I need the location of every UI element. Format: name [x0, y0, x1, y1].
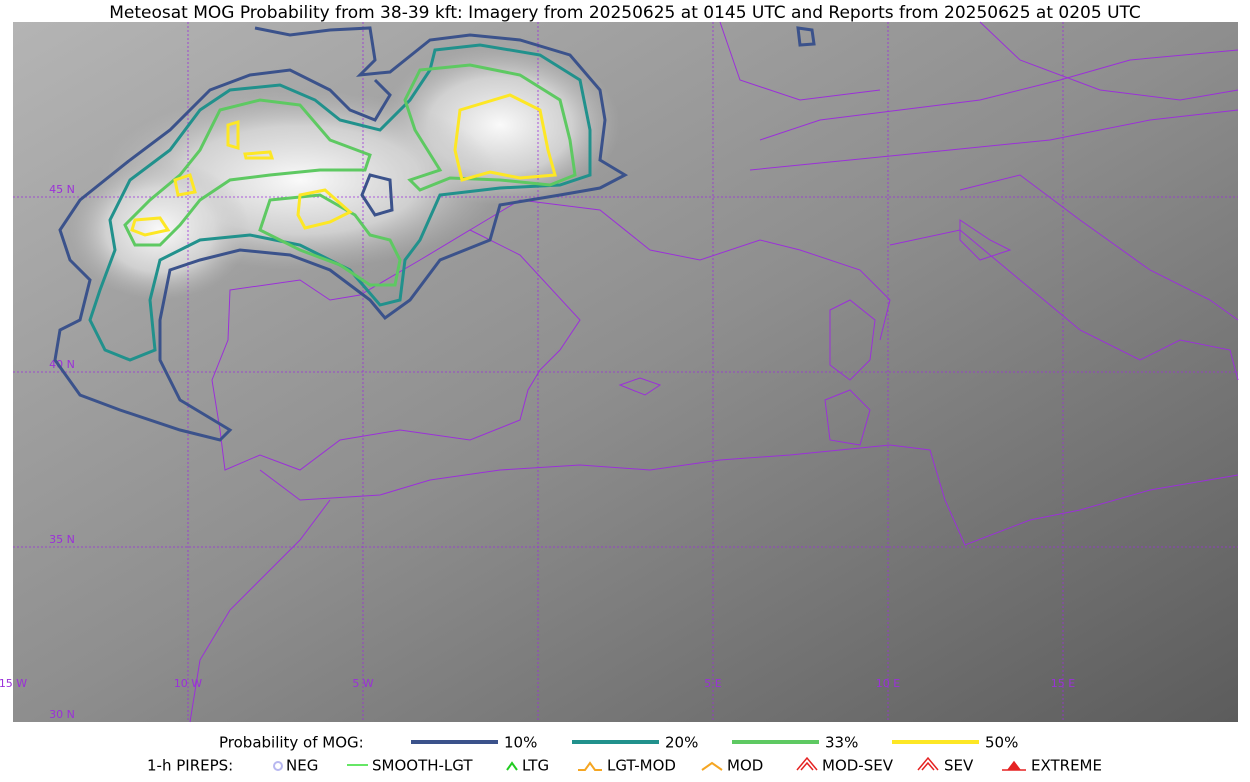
- legend-label: SMOOTH-LGT: [372, 757, 473, 775]
- pirep-symbol: [1002, 760, 1026, 771]
- legend-title: Probability of MOG:: [219, 734, 364, 752]
- legend-label: EXTREME: [1031, 757, 1102, 775]
- pirep-symbol: [917, 756, 939, 771]
- lat-label: 45 N: [49, 183, 75, 196]
- pirep-symbol: [701, 761, 723, 771]
- lon-label: 5 W: [352, 677, 373, 690]
- legend-label: MOD-SEV: [822, 757, 894, 775]
- lon-label: 10 E: [876, 677, 900, 690]
- lon-label: 15 W: [0, 677, 27, 690]
- pirep-symbol: [796, 756, 818, 771]
- legend-label: LGT-MOD: [607, 757, 676, 775]
- lat-label: 35 N: [49, 533, 75, 546]
- pirep-symbol: [506, 761, 518, 771]
- probability-contours: [53, 26, 816, 442]
- pirep-symbol: [273, 761, 283, 771]
- pirep-symbol: [578, 761, 602, 771]
- title: Meteosat MOG Probability from 38-39 kft:…: [109, 3, 1141, 23]
- lon-label: 15 E: [1051, 677, 1075, 690]
- lon-label: 10 W: [174, 677, 202, 690]
- legend-title: 1-h PIREPS:: [147, 757, 233, 775]
- lat-label: 30 N: [49, 708, 75, 721]
- legend-label: LTG: [522, 757, 549, 775]
- legend-label: MOD: [727, 757, 763, 775]
- legend-label: 50%: [985, 734, 1018, 752]
- legend-label: 10%: [504, 734, 537, 752]
- legend-label: SEV: [944, 757, 974, 775]
- lon-label: 5 E: [704, 677, 721, 690]
- coastlines: [189, 21, 1239, 723]
- legend-label: 20%: [665, 734, 698, 752]
- legend-label: NEG: [286, 757, 318, 775]
- legend-label: 33%: [825, 734, 858, 752]
- legend: Probability of MOG: 10% 20% 33% 50% 1-h PIREP…: [147, 734, 1102, 775]
- cloud: [70, 160, 250, 300]
